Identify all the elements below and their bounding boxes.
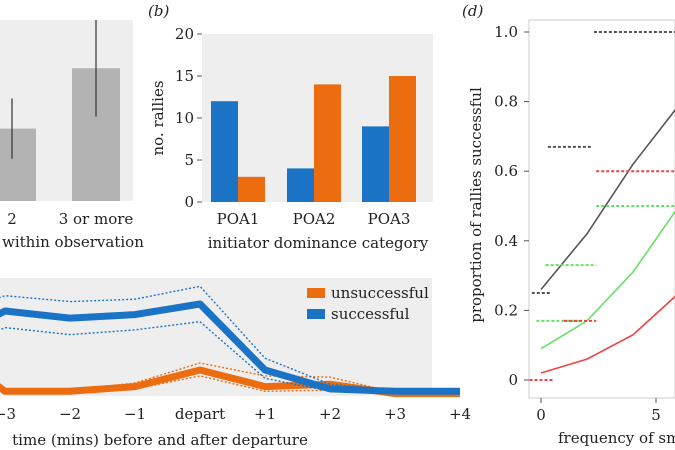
- y-tick-label-d-5: 1.0: [494, 23, 518, 41]
- series-line-successful: [0, 300, 460, 395]
- panel-c-x-axis-label: time (mins) before and after departure: [12, 431, 308, 449]
- panel-a-x-axis-label: within observation: [2, 233, 144, 251]
- x-tick-label-d-1: 5: [651, 406, 661, 424]
- bar-b-s1-1: [314, 84, 341, 202]
- x-tick-label-c-1: −2: [59, 405, 81, 423]
- series-lower-successful: [0, 320, 460, 394]
- legend-label-unsuccessful: unsuccessful: [331, 284, 429, 302]
- legend-label-successful: successful: [331, 305, 410, 323]
- x-tick-label-a-0: 2: [7, 210, 17, 228]
- legend-swatch-successful: [307, 309, 325, 319]
- x-tick-label-c-7: +4: [449, 405, 471, 423]
- panel-d-plot-area: [528, 19, 675, 399]
- bar-b-s1-2: [389, 76, 416, 202]
- panel-d-x-axis-label: frequency of sm: [558, 429, 675, 447]
- y-tick-label-d-4: 0.8: [494, 93, 518, 111]
- y-tick-label-b-4: 20: [175, 25, 194, 43]
- panel-b-y-axis-label: no. rallies: [149, 80, 167, 155]
- fit-curve-0: [540, 108, 675, 291]
- y-tick-label-d-0: 0: [508, 371, 518, 389]
- x-tick-label-b-1: POA2: [293, 210, 336, 228]
- y-tick-label-b-2: 10: [175, 109, 194, 127]
- panel-b: (b) 0 5 10 15 20 POA1 POA2 POA3 no. rallies in…: [148, 2, 433, 252]
- fit-curve-2: [540, 295, 675, 374]
- x-tick-label-c-2: −1: [124, 405, 146, 423]
- bar-b-s0-0: [211, 101, 238, 202]
- y-tick-label-b-3: 15: [175, 67, 194, 85]
- bar-b-s0-1: [287, 168, 314, 202]
- x-tick-label-b-0: POA1: [217, 210, 260, 228]
- panel-b-letter: (b): [148, 2, 169, 20]
- bar-b-s0-2: [362, 126, 389, 202]
- legend-swatch-unsuccessful: [307, 288, 325, 298]
- x-tick-label-a-1: 3 or more: [59, 210, 134, 228]
- panel-b-x-axis-label: initiator dominance category: [208, 234, 429, 252]
- panel-d-y-axis-label: proportion of rallies successful: [467, 87, 485, 323]
- bar-a-0: [0, 128, 36, 201]
- y-tick-label-d-2: 0.4: [494, 232, 518, 250]
- x-tick-label-d-0: 0: [536, 406, 546, 424]
- y-tick-label-d-3: 0.6: [494, 162, 518, 180]
- x-tick-label-c-6: +3: [384, 405, 406, 423]
- x-tick-label-b-2: POA3: [368, 210, 411, 228]
- x-tick-label-c-0: −3: [0, 405, 16, 423]
- x-tick-label-c-5: +2: [319, 405, 341, 423]
- y-tick-label-b-0: 0: [184, 193, 194, 211]
- x-tick-label-c-3: depart: [175, 405, 225, 423]
- panel-c-legend: unsuccessful successful: [307, 284, 429, 323]
- bar-b-s1-0: [238, 176, 265, 202]
- y-tick-label-d-1: 0.2: [494, 301, 518, 319]
- panel-c: −3 −2 −1 depart +1 +2 +3 +4 time (mins) before …: [0, 278, 471, 449]
- y-tick-label-b-1: 5: [184, 151, 194, 169]
- x-tick-label-c-4: +1: [254, 405, 276, 423]
- panel-a: 2 3 or more within observation: [0, 20, 144, 251]
- panel-d-letter: (d): [462, 2, 483, 20]
